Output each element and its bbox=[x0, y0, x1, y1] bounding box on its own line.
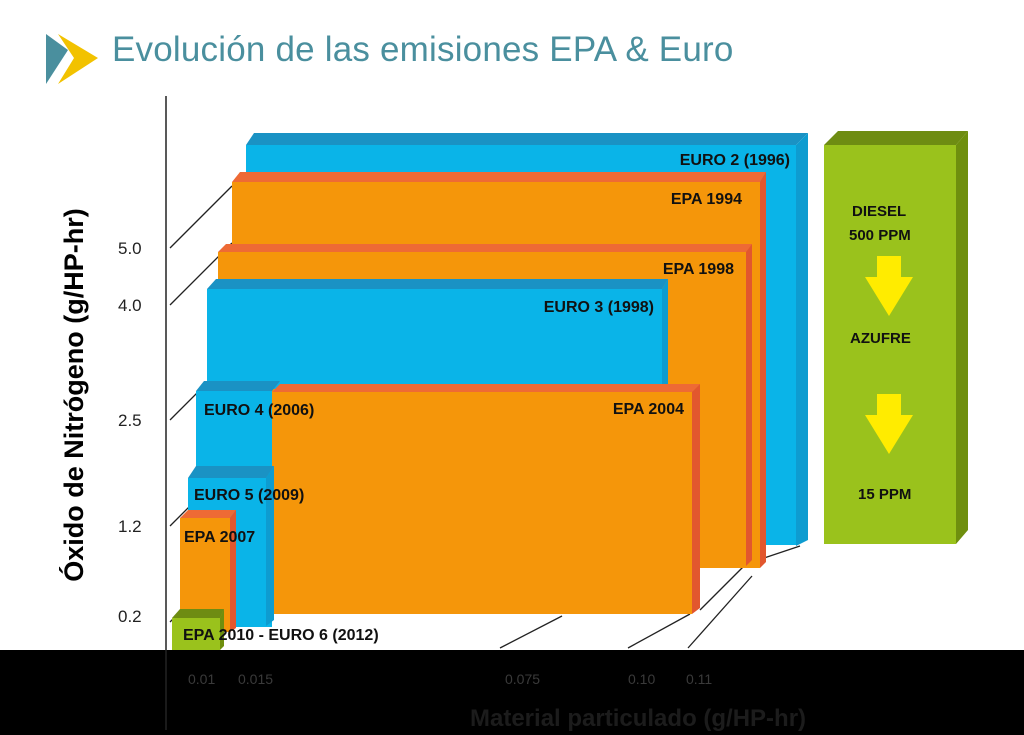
box-euro3 bbox=[207, 279, 668, 390]
sulfur-500ppm-label: 500 PPM bbox=[849, 227, 911, 244]
bottom-band bbox=[0, 650, 1024, 735]
x-axis-label: Material particulado (g/HP-hr) bbox=[470, 705, 806, 732]
x-tick-0-10: 0.10 bbox=[628, 671, 655, 687]
y-tick-2-5: 2.5 bbox=[118, 411, 142, 430]
label-epa1994: EPA 1994 bbox=[671, 191, 742, 208]
sulfur-15ppm-label: 15 PPM bbox=[858, 486, 911, 503]
x-tick-0-015: 0.015 bbox=[238, 671, 273, 687]
y-axis-label: Óxido de Nitrógeno (g/HP-hr) bbox=[58, 208, 89, 581]
down-arrow-icon-2 bbox=[865, 394, 913, 454]
y-tick-4: 4.0 bbox=[118, 296, 142, 315]
box-epa2004 bbox=[272, 384, 700, 614]
sulfur-diesel-label: DIESEL bbox=[852, 203, 906, 220]
label-epa2010-euro6: EPA 2010 - EURO 6 (2012) bbox=[183, 627, 379, 644]
x-tick-0-075: 0.075 bbox=[505, 671, 540, 687]
label-epa2007: EPA 2007 bbox=[184, 529, 255, 546]
label-epa1998: EPA 1998 bbox=[663, 261, 734, 278]
label-epa2004: EPA 2004 bbox=[613, 401, 684, 418]
sulfur-panel bbox=[824, 131, 968, 544]
label-euro3: EURO 3 (1998) bbox=[544, 299, 654, 316]
box-epa2010-euro6 bbox=[172, 609, 224, 650]
y-tick-5: 5.0 bbox=[118, 239, 142, 258]
y-tick-0-2: 0.2 bbox=[118, 607, 142, 626]
label-euro2: EURO 2 (1996) bbox=[680, 152, 790, 169]
y-tick-1-2: 1.2 bbox=[118, 517, 142, 536]
x-tick-0-11: 0.11 bbox=[686, 671, 712, 687]
x-tick-0-01: 0.01 bbox=[188, 671, 215, 687]
title-arrow-icon bbox=[46, 34, 98, 84]
label-euro4: EURO 4 (2006) bbox=[204, 402, 314, 419]
down-arrow-icon bbox=[865, 256, 913, 316]
sulfur-azufre-label: AZUFRE bbox=[850, 330, 911, 347]
page-title: Evolución de las emisiones EPA & Euro bbox=[112, 30, 734, 69]
label-euro5: EURO 5 (2009) bbox=[194, 487, 304, 504]
